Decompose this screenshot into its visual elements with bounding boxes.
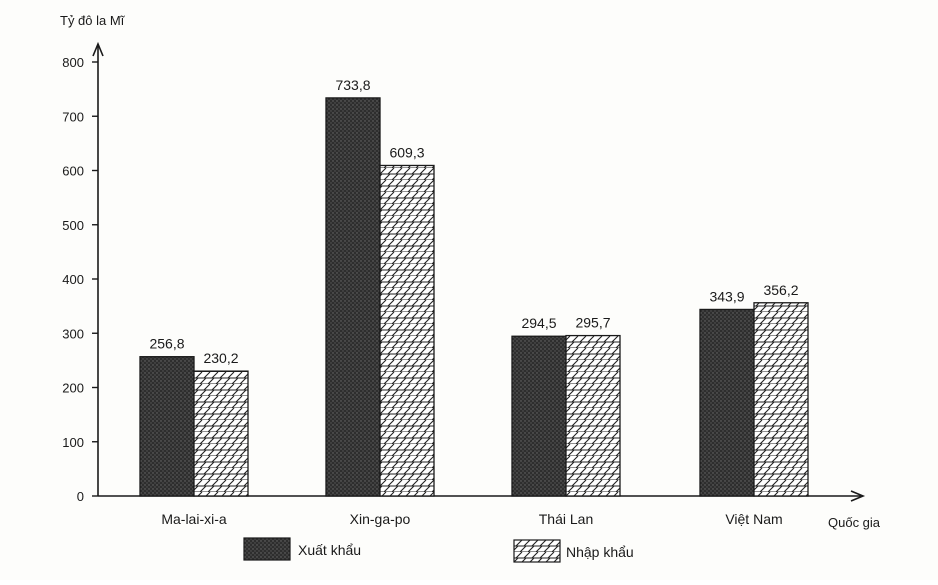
value-label-export: 733,8 bbox=[335, 77, 370, 93]
bar-export bbox=[699, 308, 755, 497]
y-tick-group: 0 100 200 300 400 500 600 700 800 bbox=[62, 55, 98, 504]
y-tick-label: 700 bbox=[62, 109, 84, 124]
legend-label-import: Nhập khẩu bbox=[566, 544, 634, 560]
legend-swatch-export bbox=[243, 537, 291, 561]
value-label-import: 295,7 bbox=[575, 315, 610, 331]
bar-export bbox=[511, 335, 567, 497]
y-axis-arrow bbox=[92, 41, 104, 57]
y-tick-label: 500 bbox=[62, 218, 84, 233]
bar-group bbox=[139, 97, 809, 497]
category-label-group: Ma-lai-xi-a Xin-ga-po Thái Lan Việt Nam bbox=[161, 511, 782, 527]
value-label-import: 356,2 bbox=[763, 282, 798, 298]
value-label-export: 256,8 bbox=[149, 336, 184, 352]
x-axis-title: Quốc gia bbox=[828, 515, 881, 530]
legend-label-export: Xuất khẩu bbox=[298, 542, 361, 558]
category-label: Xin-ga-po bbox=[350, 511, 411, 527]
legend-swatch-import bbox=[513, 539, 561, 563]
category-label: Thái Lan bbox=[539, 511, 593, 527]
bar-import bbox=[193, 370, 249, 497]
category-label: Việt Nam bbox=[725, 511, 782, 527]
bar-import bbox=[379, 164, 435, 497]
y-tick-label: 0 bbox=[77, 489, 84, 504]
value-label-import: 230,2 bbox=[203, 350, 238, 366]
y-tick-label: 200 bbox=[62, 381, 84, 396]
x-axis-arrow bbox=[850, 490, 866, 502]
bar-import bbox=[753, 302, 809, 497]
value-label-import: 609,3 bbox=[389, 144, 424, 160]
y-tick-label: 300 bbox=[62, 326, 84, 341]
category-label: Ma-lai-xi-a bbox=[161, 511, 227, 527]
value-label-export: 343,9 bbox=[709, 288, 744, 304]
y-tick-label: 400 bbox=[62, 272, 84, 287]
y-tick-label: 600 bbox=[62, 164, 84, 179]
y-axis-title: Tỷ đô la Mĩ bbox=[60, 13, 126, 28]
bar-export bbox=[325, 97, 381, 497]
y-tick-label: 100 bbox=[62, 435, 84, 450]
legend: Xuất khẩu Nhập khẩu bbox=[243, 537, 634, 563]
value-label-export: 294,5 bbox=[521, 315, 556, 331]
y-tick-label: 800 bbox=[62, 55, 84, 70]
bar-import bbox=[565, 334, 621, 497]
bar-export bbox=[139, 356, 195, 497]
value-label-group: 256,8 230,2 733,8 609,3 294,5 295,7 343,9 356,2 bbox=[149, 77, 798, 366]
